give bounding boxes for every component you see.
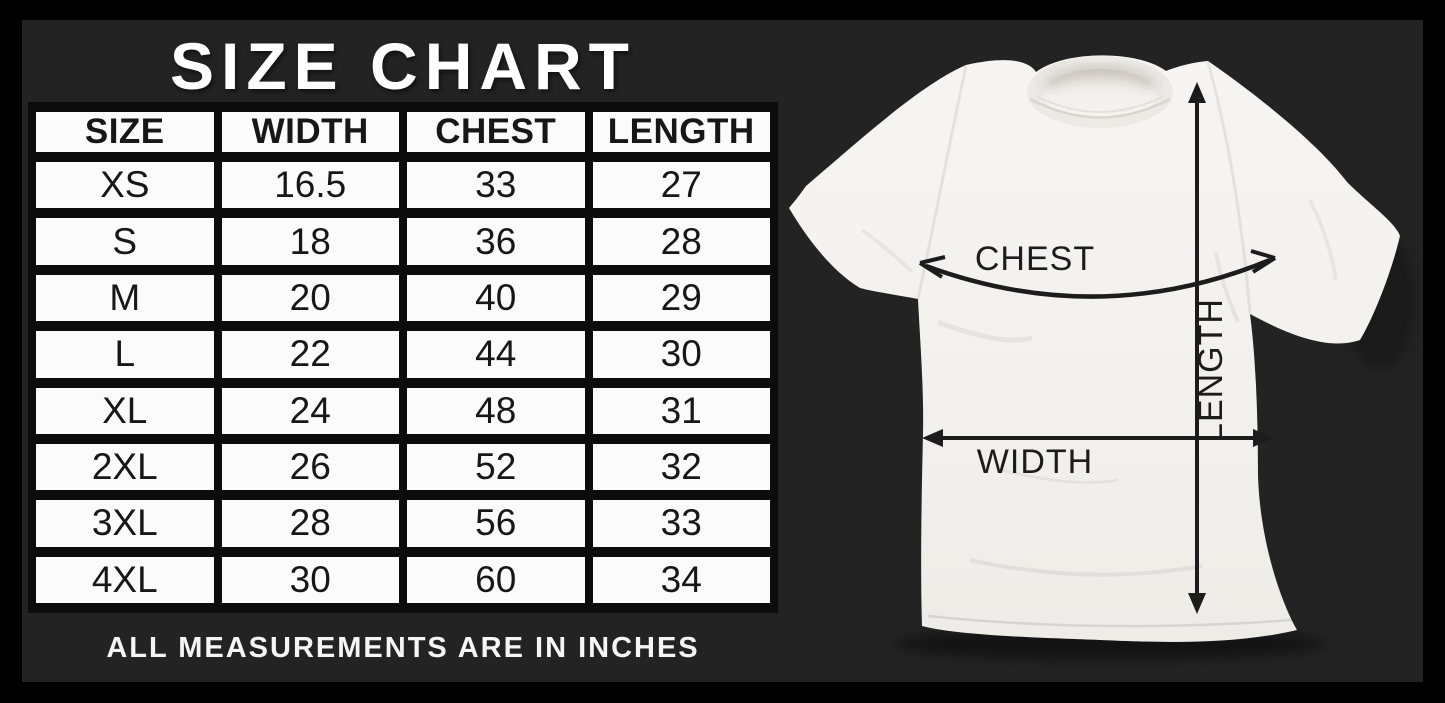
chest-arrow bbox=[918, 249, 1277, 299]
shirt-wrinkles bbox=[860, 61, 1338, 628]
table-row: 2XL 26 52 32 bbox=[28, 433, 778, 501]
table-cell: M bbox=[28, 264, 222, 332]
page-title: SIZE CHART bbox=[170, 29, 636, 103]
table-cell: 20 bbox=[213, 264, 407, 332]
table-cell: 28 bbox=[213, 490, 407, 557]
table-row: XS 16.5 33 27 bbox=[28, 151, 778, 219]
table-cell: 24 bbox=[213, 377, 407, 444]
tshirt-illustration: CHEST WIDTH LENGTH bbox=[789, 55, 1415, 660]
column-header: WIDTH bbox=[213, 102, 407, 162]
table-cell: 40 bbox=[399, 264, 593, 332]
table-cell: 28 bbox=[584, 208, 778, 275]
table-cell: 27 bbox=[584, 151, 778, 219]
table-cell: 33 bbox=[399, 151, 593, 219]
measurement-arrows bbox=[918, 82, 1277, 614]
table-row: S 18 36 28 bbox=[28, 208, 778, 275]
table-cell: 30 bbox=[584, 321, 778, 388]
table-row: XL 24 48 31 bbox=[28, 377, 778, 444]
chest-label: CHEST bbox=[975, 240, 1095, 278]
table-cell: 31 bbox=[584, 377, 778, 444]
table-cell: 2XL bbox=[28, 433, 222, 501]
table-cell: 32 bbox=[584, 433, 778, 501]
width-arrow bbox=[922, 429, 1274, 447]
length-arrow bbox=[1188, 82, 1206, 614]
table-cell: L bbox=[28, 321, 222, 388]
table-cell: 56 bbox=[399, 490, 593, 557]
table-cell: 26 bbox=[213, 433, 407, 501]
table-cell: 33 bbox=[584, 490, 778, 557]
size-table: SIZE WIDTH CHEST LENGTH XS 16.5 33 27 S 18 36 28 M 20… bbox=[28, 102, 778, 614]
table-cell: 36 bbox=[399, 208, 593, 275]
table-row: 4XL 30 60 34 bbox=[28, 546, 778, 614]
column-header: SIZE bbox=[28, 102, 222, 162]
length-label: LENGTH bbox=[1192, 298, 1230, 442]
tshirt-shape bbox=[789, 55, 1400, 642]
table-cell: S bbox=[28, 208, 222, 275]
table-cell: XL bbox=[28, 377, 222, 444]
table-cell: 22 bbox=[213, 321, 407, 388]
table-cell: 34 bbox=[584, 546, 778, 614]
table-row: 3XL 28 56 33 bbox=[28, 490, 778, 557]
table-cell: 16.5 bbox=[213, 151, 407, 219]
width-label: WIDTH bbox=[977, 443, 1093, 481]
collar bbox=[1027, 56, 1173, 128]
table-header-row: SIZE WIDTH CHEST LENGTH bbox=[28, 102, 778, 162]
column-header: LENGTH bbox=[584, 102, 778, 162]
table-cell: 52 bbox=[399, 433, 593, 501]
table-cell: 3XL bbox=[28, 490, 222, 557]
table-row: L 22 44 30 bbox=[28, 321, 778, 388]
table-cell: 30 bbox=[213, 546, 407, 614]
table-cell: 48 bbox=[399, 377, 593, 444]
table-cell: XS bbox=[28, 151, 222, 219]
table-row: M 20 40 29 bbox=[28, 264, 778, 332]
table-cell: 4XL bbox=[28, 546, 222, 614]
column-header: CHEST bbox=[399, 102, 593, 162]
table-cell: 29 bbox=[584, 264, 778, 332]
table-cell: 44 bbox=[399, 321, 593, 388]
table-cell: 60 bbox=[399, 546, 593, 614]
table-cell: 18 bbox=[213, 208, 407, 275]
measurements-note: ALL MEASUREMENTS ARE IN INCHES bbox=[106, 632, 700, 664]
